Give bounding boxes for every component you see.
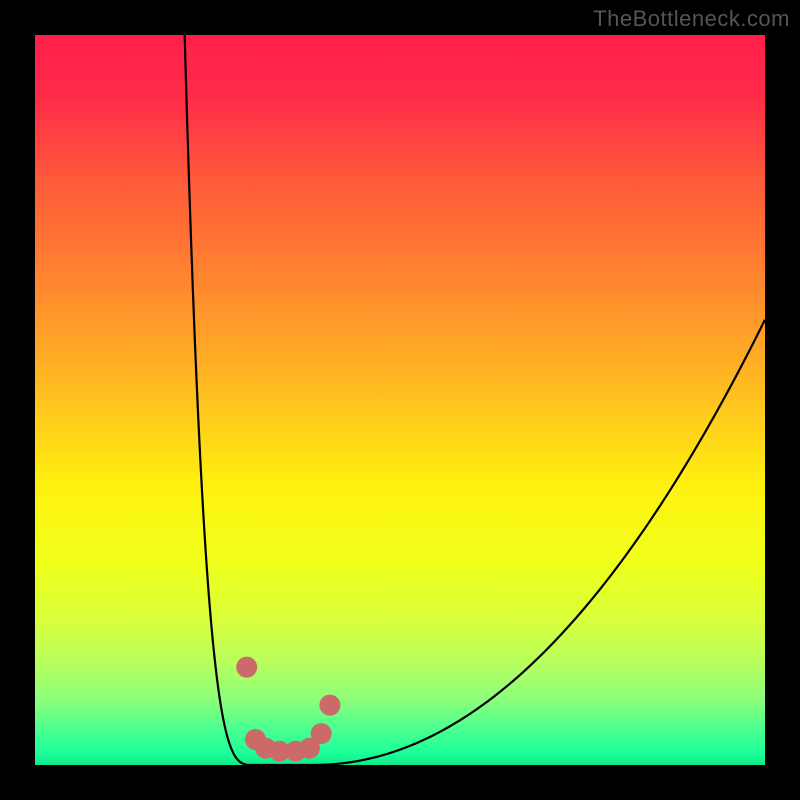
curve-marker <box>320 695 340 715</box>
watermark-text: TheBottleneck.com <box>593 6 790 32</box>
plot-background <box>35 35 765 765</box>
curve-marker <box>311 724 331 744</box>
curve-marker <box>237 657 257 677</box>
bottleneck-chart <box>0 0 800 800</box>
